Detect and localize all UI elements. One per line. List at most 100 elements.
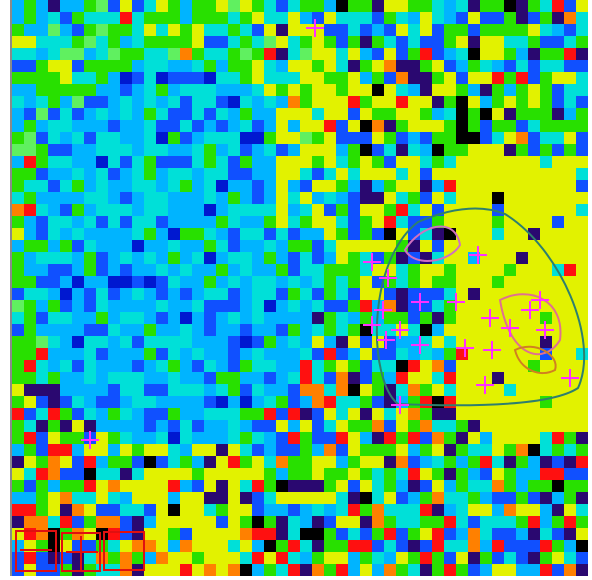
pixel: [384, 180, 396, 192]
pixel: [564, 396, 576, 408]
pixel: [180, 84, 192, 96]
pixel: [24, 384, 36, 396]
pixel: [336, 204, 348, 216]
pixel: [12, 396, 24, 408]
pixel: [96, 156, 108, 168]
pixel: [288, 228, 300, 240]
pixel: [432, 456, 444, 468]
pixel: [288, 120, 300, 132]
pixel: [72, 384, 84, 396]
pixel: [516, 276, 528, 288]
pixel: [504, 144, 516, 156]
pixel: [132, 108, 144, 120]
pixel: [480, 228, 492, 240]
pixel: [84, 96, 96, 108]
pixel: [288, 480, 300, 492]
pixel: [432, 216, 444, 228]
pixel: [144, 324, 156, 336]
pixel: [576, 516, 588, 528]
pixel: [264, 180, 276, 192]
pixel: [276, 336, 288, 348]
pixel: [372, 120, 384, 132]
pixel: [192, 312, 204, 324]
pixel: [504, 492, 516, 504]
pixel: [300, 444, 312, 456]
pixel: [108, 384, 120, 396]
pixel: [576, 528, 588, 540]
pixel: [132, 96, 144, 108]
pixel: [408, 60, 420, 72]
pixel: [444, 132, 456, 144]
pixel: [432, 276, 444, 288]
pixel: [60, 132, 72, 144]
pixel: [156, 120, 168, 132]
pixel: [180, 24, 192, 36]
pixel: [504, 60, 516, 72]
pixel: [108, 456, 120, 468]
pixel: [372, 216, 384, 228]
pixel: [180, 156, 192, 168]
pixel: [204, 264, 216, 276]
pixel: [348, 480, 360, 492]
pixel: [84, 480, 96, 492]
pixel: [492, 96, 504, 108]
pixel: [228, 228, 240, 240]
pixel: [360, 528, 372, 540]
pixel: [408, 468, 420, 480]
pixel: [168, 492, 180, 504]
pixel: [132, 312, 144, 324]
pixel: [288, 564, 300, 576]
pixel: [168, 216, 180, 228]
pixel: [60, 456, 72, 468]
pixel: [252, 12, 264, 24]
pixel: [108, 300, 120, 312]
pixel: [84, 240, 96, 252]
pixel: [348, 348, 360, 360]
pixel: [564, 216, 576, 228]
pixel: [444, 516, 456, 528]
pixel: [564, 432, 576, 444]
pixel: [300, 180, 312, 192]
pixel: [144, 120, 156, 132]
pixel: [384, 504, 396, 516]
pixel: [144, 240, 156, 252]
pixel: [276, 312, 288, 324]
pixel: [492, 444, 504, 456]
pixel: [252, 504, 264, 516]
pixel: [324, 360, 336, 372]
pixel: [432, 336, 444, 348]
pixel: [408, 120, 420, 132]
pixel: [408, 528, 420, 540]
pixel: [96, 216, 108, 228]
pixel: [24, 348, 36, 360]
pixel: [36, 336, 48, 348]
pixel: [480, 432, 492, 444]
pixel: [156, 432, 168, 444]
pixel: [48, 324, 60, 336]
pixel: [24, 516, 36, 528]
pixel: [132, 216, 144, 228]
pixel: [300, 504, 312, 516]
pixel: [108, 444, 120, 456]
pixel: [264, 360, 276, 372]
pixel: [420, 96, 432, 108]
pixel: [192, 396, 204, 408]
pixel: [288, 84, 300, 96]
pixel: [300, 12, 312, 24]
pixel: [72, 420, 84, 432]
pixel: [396, 72, 408, 84]
pixel: [300, 156, 312, 168]
pixel: [420, 492, 432, 504]
pixel: [180, 480, 192, 492]
pixel: [384, 48, 396, 60]
pixel: [36, 252, 48, 264]
pixel: [264, 540, 276, 552]
pixel: [372, 540, 384, 552]
pixel: [300, 312, 312, 324]
pixel: [504, 12, 516, 24]
pixel: [12, 384, 24, 396]
pixel: [300, 240, 312, 252]
pixel: [528, 96, 540, 108]
pixel: [252, 360, 264, 372]
pixel: [240, 336, 252, 348]
